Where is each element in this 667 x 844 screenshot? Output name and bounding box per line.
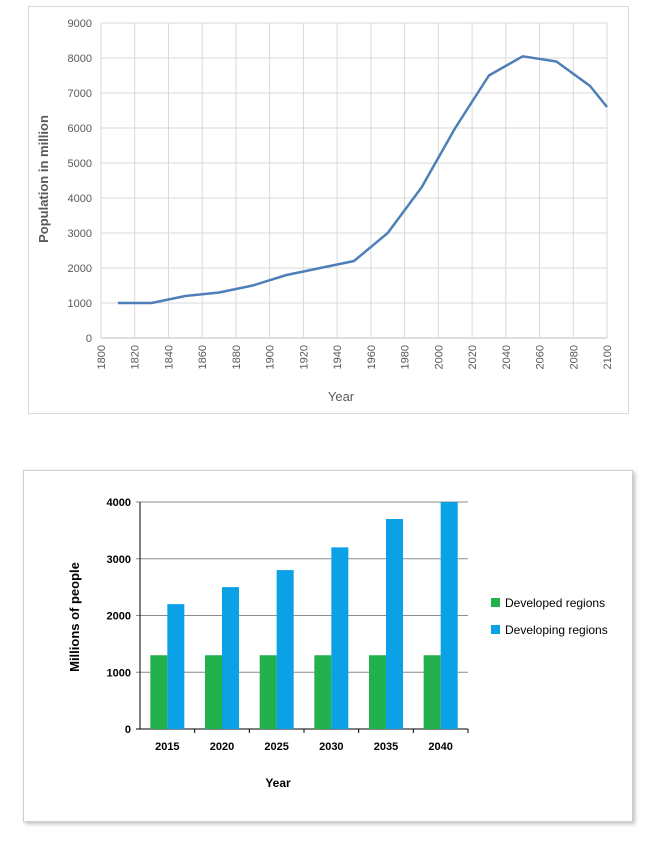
bar-chart-y-tick-labels: 0 1000 2000 3000 4000: [107, 497, 131, 736]
bar-developed-regions-2015: [150, 655, 168, 729]
bar-developed-regions-2020: [205, 655, 222, 729]
population-line-chart-panel: 0 1000 2000 3000 4000 5000 6000 7000 8000 9000 18…: [28, 6, 629, 414]
bar-developing-regions-2040: [440, 502, 458, 729]
line-chart-y-tick-3000: 3000: [68, 228, 92, 240]
line-chart-y-tick-6000: 6000: [68, 123, 92, 135]
line-chart-x-tick-1940: 1940: [332, 345, 344, 369]
bar-chart-y-tick-4000: 4000: [107, 497, 131, 509]
bar-chart-y-tick-3000: 3000: [107, 554, 131, 566]
legend-label-1: Developing regions: [505, 623, 608, 637]
bar-chart-x-tick-2035: 2035: [374, 741, 398, 753]
line-chart-series: [117, 55, 608, 305]
line-chart-x-tick-labels: 1800 1820 1840 1860 1880 1900 1920 1940 1960 1980…: [96, 345, 614, 369]
line-chart-x-tick-1820: 1820: [130, 345, 142, 369]
bar-developed-regions-2035: [369, 655, 386, 729]
bar-chart-y-tick-2000: 2000: [107, 611, 131, 623]
bar-chart-x-axis-label: Year: [265, 776, 291, 790]
bar-chart-bars: [150, 502, 458, 729]
line-chart-y-tick-9000: 9000: [68, 18, 92, 30]
bar-chart-x-tick-2020: 2020: [210, 741, 234, 753]
population-line-chart: 0 1000 2000 3000 4000 5000 6000 7000 8000 9000 18…: [36, 18, 614, 404]
bar-developing-regions-2030: [331, 547, 349, 729]
bar-developing-regions-2035: [386, 519, 403, 729]
line-chart-x-tick-2060: 2060: [535, 345, 547, 369]
line-chart-x-tick-1900: 1900: [265, 345, 277, 369]
line-chart-y-tick-7000: 7000: [68, 88, 92, 100]
line-chart-y-tick-0: 0: [86, 333, 92, 345]
line-chart-y-tick-labels: 0 1000 2000 3000 4000 5000 6000 7000 8000 9000: [68, 18, 92, 345]
bar-chart-x-tick-labels: 2015 2020 2025 2030 2035 2040: [155, 741, 453, 753]
bar-developed-regions-2030: [314, 655, 332, 729]
line-chart-y-tick-1000: 1000: [68, 298, 92, 310]
line-chart-x-tick-1860: 1860: [197, 345, 209, 369]
line-chart-x-tick-2080: 2080: [568, 345, 580, 369]
line-chart-y-tick-8000: 8000: [68, 53, 92, 65]
legend-swatch-0: [491, 598, 500, 607]
line-chart-series-line-0: [117, 55, 608, 305]
bar-developing-regions-2025: [276, 570, 294, 729]
bar-developing-regions-2020: [222, 587, 239, 729]
legend-swatch-1: [491, 625, 500, 634]
line-chart-x-tick-1840: 1840: [163, 345, 175, 369]
line-chart-x-tick-1960: 1960: [366, 345, 378, 369]
bar-chart-x-tick-2040: 2040: [428, 741, 452, 753]
line-chart-x-tick-2020: 2020: [467, 345, 479, 369]
bar-chart-y-tick-1000: 1000: [107, 667, 131, 679]
line-chart-x-tick-2000: 2000: [433, 345, 445, 369]
line-chart-y-axis-label: Population in million: [36, 115, 51, 243]
line-chart-x-axis-label: Year: [328, 389, 355, 404]
bar-developed-regions-2025: [259, 655, 277, 729]
bar-chart-x-tick-2030: 2030: [319, 741, 343, 753]
bar-chart-y-tick-0: 0: [125, 724, 131, 736]
bar-chart-legend: Developed regions Developing regions: [491, 596, 608, 637]
bar-chart-y-axis-label: Millions of people: [67, 562, 82, 672]
line-chart-x-tick-2100: 2100: [602, 345, 614, 369]
population-bar-chart-panel: 0 1000 2000 3000 4000 2015 2020 2025 2030 2035 20…: [23, 470, 633, 822]
line-chart-y-tick-4000: 4000: [68, 193, 92, 205]
bar-chart-x-tick-2025: 2025: [264, 741, 288, 753]
line-chart-gridlines: [100, 22, 608, 339]
bar-chart-gridlines: [136, 501, 469, 733]
line-chart-y-tick-5000: 5000: [68, 158, 92, 170]
line-chart-x-tick-1880: 1880: [231, 345, 243, 369]
legend-label-0: Developed regions: [505, 596, 605, 610]
line-chart-y-tick-2000: 2000: [68, 263, 92, 275]
line-chart-x-tick-1980: 1980: [400, 345, 412, 369]
bar-chart-x-tick-2015: 2015: [155, 741, 179, 753]
line-chart-x-tick-2040: 2040: [501, 345, 513, 369]
line-chart-x-tick-1920: 1920: [298, 345, 310, 369]
bar-developing-regions-2015: [167, 604, 185, 729]
line-chart-x-tick-1800: 1800: [96, 345, 108, 369]
bar-developed-regions-2040: [423, 655, 441, 729]
